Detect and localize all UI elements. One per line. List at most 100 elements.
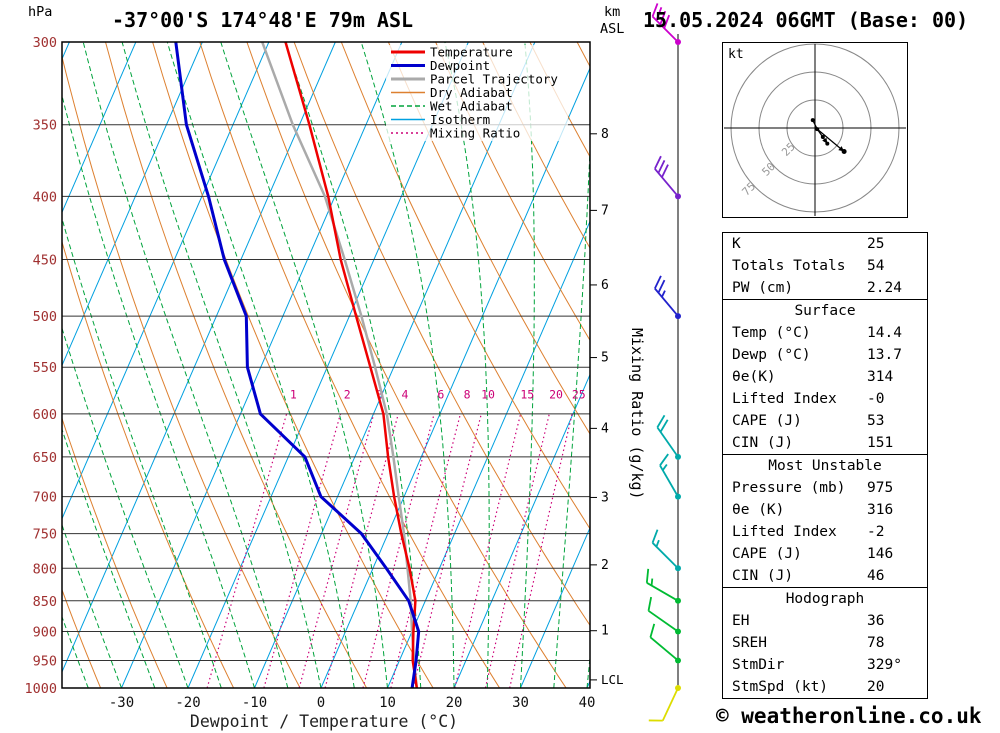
pressure-tick-label: 300 [33,35,57,51]
legend-label: Temperature [430,45,513,60]
temp-tick-label: 0 [317,695,325,711]
wind-barb [656,414,681,460]
legend-label: Wet Adiabat [430,99,513,114]
table-row: CIN (J) 151 [723,432,927,454]
pressure-tick-label: 400 [33,189,57,205]
isotherm-line [453,373,590,688]
temp-tick-label: 30 [512,695,529,711]
pressure-tick-label: 800 [33,561,57,577]
km-tick-label: 1 [601,624,609,639]
wind-barb [654,275,681,320]
temp-tick-label: 40 [579,695,596,711]
wind-barb-station-dot [675,657,681,664]
km-tick-label: 8 [601,127,609,142]
station-title: -37°00'S 174°48'E 79m ASL [112,8,414,32]
table-row-label: Lifted Index [732,391,837,407]
table-row-label: CAPE (J) [732,546,802,562]
table-row: CAPE (J) 146 [723,543,927,565]
legend-label: Dry Adiabat [430,85,513,100]
pressure-tick-label: 700 [33,490,57,506]
wind-barb [649,623,681,664]
table-row-value: 46 [867,568,885,584]
table-row: Lifted Index -0 [723,388,927,410]
table-row-value: 25 [867,236,885,252]
table-row-value: 14.4 [867,325,902,341]
table-row: EH 36 [723,610,927,632]
temp-tick-label: -30 [109,695,134,711]
table-row: PW (cm) 2.24 [723,277,927,299]
wind-barb [647,596,681,635]
pressure-tick-label: 650 [33,450,57,466]
table-row: Pressure (mb) 975 [723,477,927,499]
table-row-value: -0 [867,391,885,407]
km-tick-label: 3 [601,490,609,505]
storm-motion-vector [816,128,845,152]
mixing-ratio-line [206,413,288,688]
table-row-label: SREH [732,635,767,651]
wet-adiabat-line [444,42,490,688]
wind-barb [648,685,681,722]
wind-barb [654,155,681,200]
wind-barb-station-dot [675,597,681,604]
table-section-header: Most Unstable [768,458,882,474]
mixing-ratio-label: 25 [572,387,586,401]
table-row: StmSpd (kt) 20 [723,676,927,698]
table-section: Most Unstable Pressure (mb) 975 θe (K) 316 Li… [722,454,928,588]
km-tick-label: 4 [601,421,609,436]
table-row: Temp (°C) 14.4 [723,322,927,344]
table-row-value: 146 [867,546,894,562]
table-section-header: Surface [794,303,856,319]
wind-barb-station-dot [675,313,681,320]
table-row-value: 314 [867,369,894,385]
pressure-unit-label: hPa [28,4,52,20]
legend-label: Parcel Trajectory [430,72,558,87]
isotherm-line [520,526,590,688]
dry-adiabat-line [482,42,590,250]
table-row-label: Dewp (°C) [732,347,811,363]
storm-motion-dot [841,149,847,155]
table-section-header: Hodograph [785,591,865,607]
temp-tick-label: 10 [379,695,396,711]
table-row-label: StmDir [732,657,785,673]
table-row: CAPE (J) 53 [723,410,927,432]
mixing-ratio-label: 3 [377,387,384,401]
wind-barb [659,453,681,500]
wet-adiabat-line [82,42,289,688]
dry-adiabat-line [62,588,102,688]
legend-label: Isotherm [430,112,490,127]
mixing-ratio-label: 1 [290,387,297,401]
table-row: Totals Totals 54 [723,255,927,277]
dry-adiabat-line [62,54,301,688]
table-row-label: CIN (J) [732,568,794,584]
table-row-value: 53 [867,413,885,429]
right-axis-title: Mixing Ratio (g/kg) [628,328,646,500]
mixing-ratio-label: 6 [437,387,444,401]
isotherm-line [187,42,469,688]
wet-adiabat-line [121,42,322,688]
hodograph-ring-label: 75 [740,180,759,199]
table-row-label: CAPE (J) [732,413,802,429]
legend-label: Dewpoint [430,58,490,73]
table-row-value: 329° [867,657,902,673]
wind-barb [651,3,681,45]
mixing-ratio-line [298,413,375,688]
isotherm-line [121,42,403,688]
wind-barb-station-dot [675,565,681,572]
wet-adiabat-line [360,42,455,688]
wet-adiabat-line [220,42,388,688]
copyright-link[interactable]: © weatheronline.co.uk [716,704,982,728]
temp-tick-label: -20 [175,695,200,711]
table-row: Lifted Index -2 [723,521,927,543]
wind-barb-station-dot [675,39,681,45]
dewpoint-curve [174,42,421,688]
mixing-ratio-label: 20 [549,387,563,401]
km-tick-label: 6 [601,278,609,293]
hodograph-arrowhead [822,137,828,144]
pressure-tick-label: 500 [33,309,57,325]
table-row-label: Temp (°C) [732,325,811,341]
pressure-tick-label: 950 [33,653,57,669]
km-axis-unit: ASL [600,21,624,37]
